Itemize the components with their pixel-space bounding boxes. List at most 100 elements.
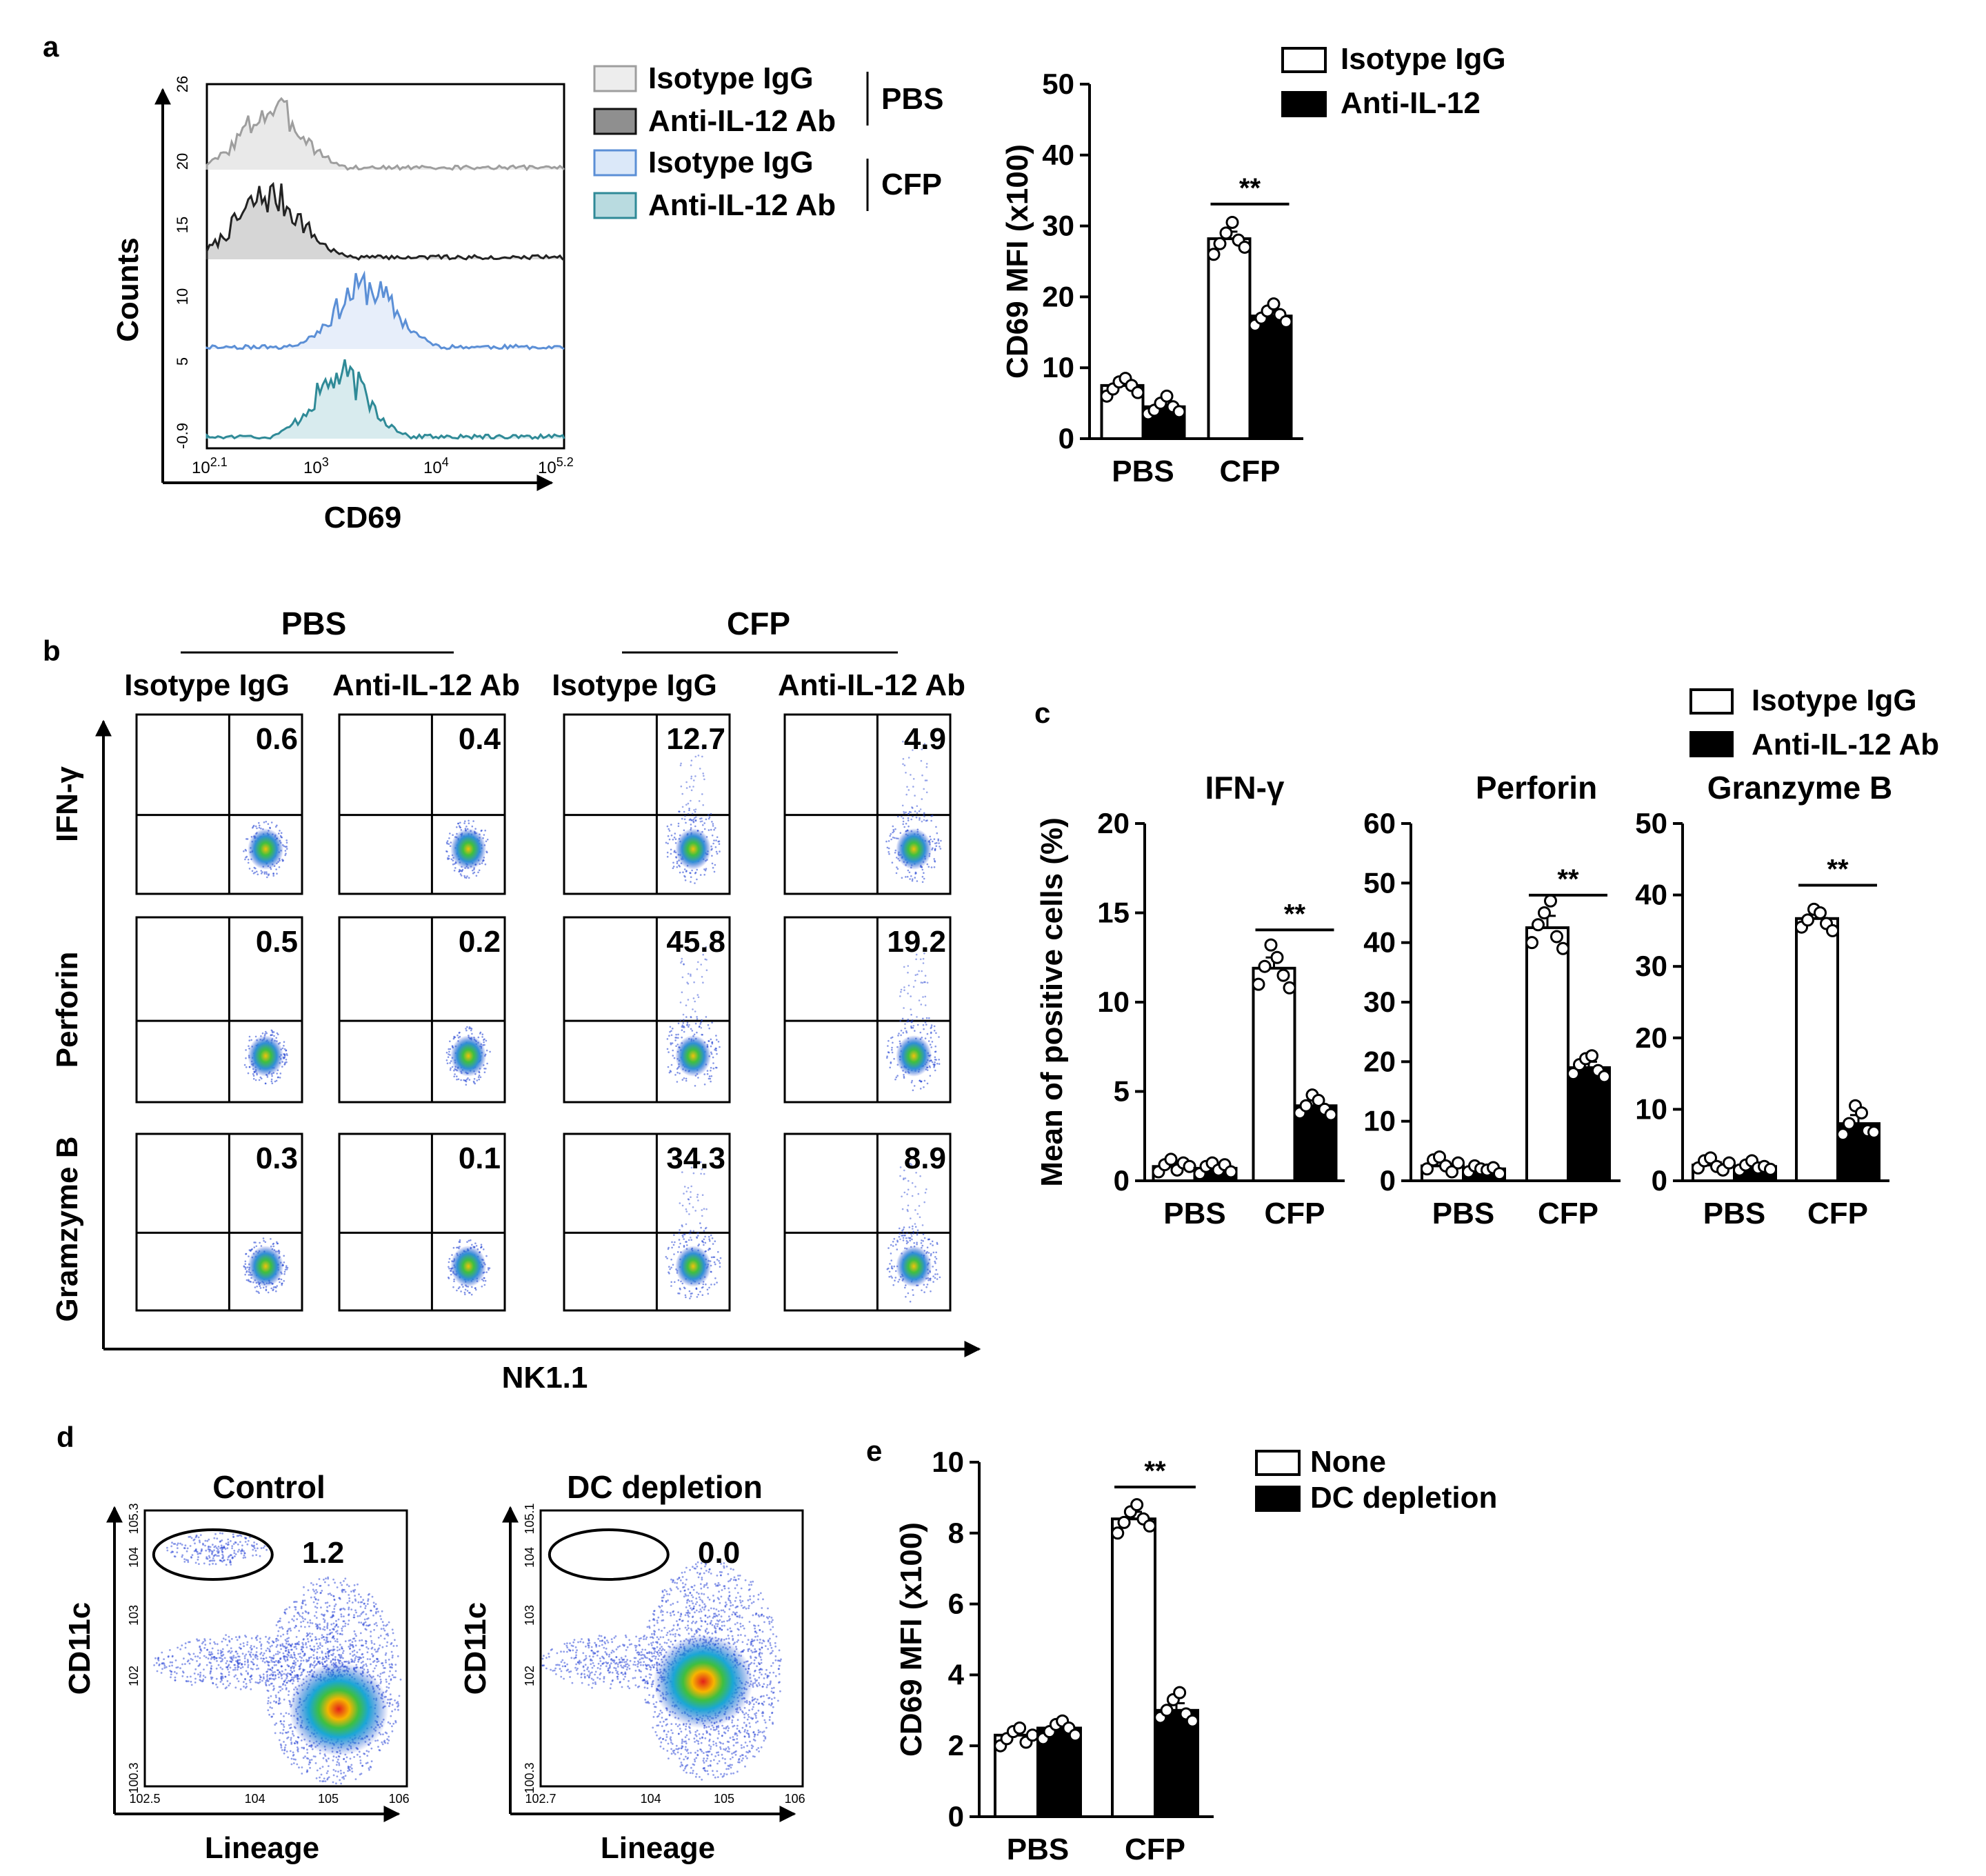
event-dot: [365, 1605, 367, 1607]
event-dot: [905, 793, 907, 796]
event-dot: [398, 1695, 401, 1697]
event-dot: [319, 1776, 321, 1779]
event-dot: [917, 1193, 920, 1195]
event-dot: [313, 1657, 315, 1659]
event-dot: [174, 1659, 177, 1662]
event-dot: [220, 1544, 223, 1547]
event-dot: [325, 1772, 328, 1775]
event-dot: [301, 1746, 303, 1749]
event-dot: [272, 1671, 274, 1674]
event-dot: [268, 1656, 271, 1659]
event-dot: [667, 842, 669, 845]
event-dot: [348, 1600, 351, 1602]
event-dot: [208, 1563, 211, 1566]
event-dot: [272, 872, 274, 875]
event-dot: [459, 1286, 461, 1288]
bar: [1795, 917, 1839, 1182]
event-dot: [701, 1019, 703, 1021]
event-dot: [275, 1701, 277, 1703]
event-dot: [280, 1713, 282, 1715]
event-dot: [475, 1288, 477, 1291]
event-dot: [718, 843, 721, 845]
event-dot: [357, 1601, 360, 1604]
event-dot: [314, 1755, 317, 1758]
event-dot: [281, 1643, 284, 1646]
event-dot: [326, 1624, 329, 1626]
event-dot: [323, 1657, 325, 1660]
event-dot: [909, 1239, 911, 1241]
event-dot: [679, 871, 681, 874]
event-dot: [333, 1637, 335, 1640]
event-dot: [343, 1580, 345, 1582]
event-dot: [366, 1658, 369, 1660]
event-dot: [897, 815, 899, 818]
event-dot: [923, 872, 925, 874]
event-dot: [276, 1644, 279, 1646]
event-dot: [210, 1667, 212, 1670]
event-dot: [290, 1666, 292, 1669]
event-dot: [679, 1001, 682, 1004]
x-tick-label: PBS: [1432, 1197, 1494, 1230]
event-dot: [701, 755, 703, 758]
event-dot: [456, 826, 458, 828]
event-dot: [319, 1592, 322, 1595]
histogram-trace: [205, 181, 565, 261]
event-dot: [890, 1275, 892, 1277]
event-dot: [670, 852, 672, 855]
event-dot: [912, 778, 915, 780]
event-dot: [217, 1649, 219, 1652]
event-dot: [930, 1024, 933, 1026]
event-dot: [690, 881, 692, 883]
event-dot: [219, 1657, 222, 1659]
event-dot: [681, 792, 683, 795]
event-dot: [925, 1286, 927, 1288]
event-dot: [681, 976, 684, 979]
event-dot: [251, 870, 254, 872]
event-dot: [890, 1037, 892, 1039]
event-dot: [243, 1660, 246, 1663]
event-dot: [353, 1616, 356, 1619]
event-dot: [278, 1739, 281, 1742]
event-dot: [244, 1268, 247, 1270]
event-dot: [332, 1774, 335, 1777]
event-dot: [677, 1037, 679, 1039]
event-dot: [353, 1653, 356, 1656]
event-dot: [926, 981, 929, 984]
y-tick-label: 20: [1097, 807, 1130, 839]
event-dot: [933, 858, 935, 860]
event-dot: [219, 1532, 221, 1535]
y-tick-label: 50: [1363, 866, 1396, 899]
event-dot: [263, 871, 266, 873]
event-dot: [280, 1665, 283, 1668]
event-dot: [281, 1626, 283, 1628]
event-dot: [262, 1286, 265, 1289]
event-dot: [337, 1770, 339, 1773]
event-dot: [171, 1655, 174, 1658]
event-dot: [702, 824, 704, 826]
event-dot: [300, 1659, 302, 1662]
event-dot: [293, 1654, 296, 1657]
event-dot: [449, 832, 451, 835]
event-dot: [285, 1712, 288, 1715]
event-dot: [273, 1035, 275, 1037]
event-dot: [365, 1624, 368, 1627]
event-dot: [691, 869, 693, 872]
event-dot: [292, 1651, 295, 1654]
event-dot: [161, 1651, 163, 1654]
event-dot: [365, 1642, 368, 1645]
event-dot: [934, 1256, 936, 1258]
event-dot: [397, 1708, 399, 1711]
event-dot: [217, 1548, 219, 1550]
event-dot: [168, 1665, 171, 1668]
event-dot: [304, 1618, 306, 1621]
event-dot: [296, 1618, 299, 1621]
event-dot: [382, 1733, 384, 1736]
event-dot: [225, 1564, 228, 1566]
legend-label-anti: Anti-IL-12 Ab: [1752, 728, 1939, 761]
event-dot: [919, 1216, 921, 1219]
event-dot: [250, 1660, 252, 1663]
event-dot: [910, 875, 912, 877]
event-dot: [292, 1667, 295, 1670]
event-dot: [903, 1191, 906, 1194]
event-dot: [321, 1634, 323, 1637]
